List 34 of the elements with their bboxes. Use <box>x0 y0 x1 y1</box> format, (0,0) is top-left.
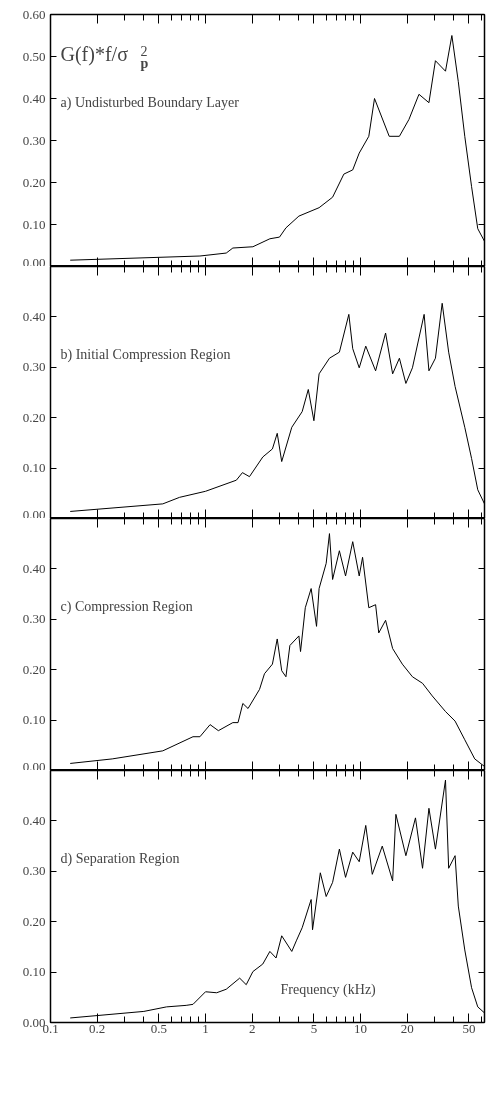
y-tick-label: 0.30 <box>22 611 46 627</box>
x-axis-title: Frequency (kHz) <box>280 982 377 999</box>
x-tick-label: 50 <box>462 1020 476 1036</box>
y-tick-label: 0.20 <box>22 409 46 425</box>
y-tick-label: 0.10 <box>22 216 46 232</box>
y-tick-label: 0.00 <box>22 758 46 774</box>
x-tick-label: 10 <box>354 1020 368 1036</box>
y-tick-label: 0.40 <box>22 560 46 576</box>
x-tick-label: 0.5 <box>150 1020 167 1036</box>
y-tick-label: 0.20 <box>22 174 46 190</box>
x-tick-label: 2 <box>248 1020 256 1036</box>
y-tick-label: 0.30 <box>22 863 46 879</box>
y-tick-label: 0.60 <box>22 6 46 22</box>
x-tick-label: 5 <box>310 1020 318 1036</box>
y-tick-label: 0.50 <box>22 48 46 64</box>
text: c) Compression Region <box>60 599 193 616</box>
x-tick-label: 20 <box>400 1020 414 1036</box>
y-tick-label: 0.10 <box>22 964 46 980</box>
y-tick-label: 0.00 <box>22 506 46 522</box>
y-tick-label: 0.40 <box>22 90 46 106</box>
y-tick-label: 0.30 <box>22 359 46 375</box>
y-tick-label: 0.20 <box>22 913 46 929</box>
text: a) Undisturbed Boundary Layer <box>60 95 240 112</box>
x-tick-label: 1 <box>202 1020 209 1036</box>
y-tick-label: 0.00 <box>22 254 46 270</box>
y-tick-label: 0.20 <box>22 661 46 677</box>
y-tick-label: 0.40 <box>22 812 46 828</box>
y-tick-label: 0.30 <box>22 132 46 148</box>
y-tick-label: 0.10 <box>22 712 46 728</box>
y-tick-label: 0.10 <box>22 460 46 476</box>
text: d) Separation Region <box>60 851 180 868</box>
text: b) Initial Compression Region <box>60 347 231 364</box>
y-tick-label: 0.40 <box>22 308 46 324</box>
x-tick-label: 0.2 <box>89 1020 106 1036</box>
